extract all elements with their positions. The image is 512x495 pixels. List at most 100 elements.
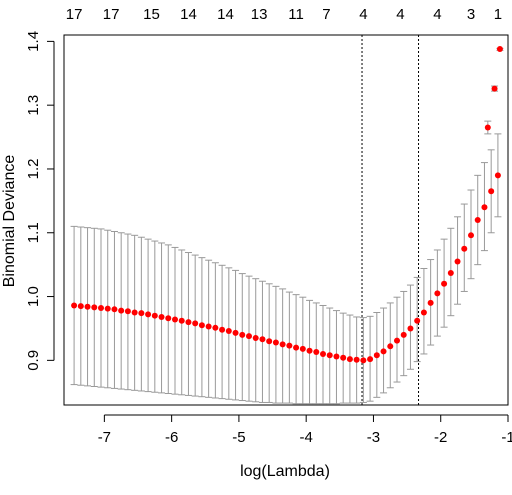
data-point xyxy=(279,341,286,348)
x-tick-label: -6 xyxy=(165,429,178,446)
x-tick-label: -4 xyxy=(300,429,313,446)
data-point xyxy=(333,353,340,360)
top-axis-label: 14 xyxy=(180,6,197,23)
top-axis-label: 11 xyxy=(288,6,304,23)
top-axis-label: 4 xyxy=(433,6,441,23)
data-point xyxy=(178,317,185,324)
data-point xyxy=(172,316,178,323)
data-point xyxy=(91,304,98,311)
top-axis-label: 14 xyxy=(217,6,234,23)
y-tick-label: 1.0 xyxy=(25,286,42,307)
data-point xyxy=(353,356,360,363)
x-tick-label: -7 xyxy=(98,429,111,446)
top-axis-label: 13 xyxy=(251,6,268,23)
data-point xyxy=(320,350,326,357)
data-point xyxy=(145,311,152,318)
data-point xyxy=(306,347,313,354)
data-point xyxy=(427,299,434,306)
data-points xyxy=(71,46,503,364)
top-axis-label: 17 xyxy=(103,6,120,23)
y-tick-label: 1.4 xyxy=(25,31,42,52)
top-axis-label: 15 xyxy=(143,6,160,23)
data-point xyxy=(326,352,333,359)
data-point xyxy=(474,217,481,223)
data-point xyxy=(484,124,491,131)
data-point xyxy=(272,339,279,346)
data-point xyxy=(239,331,246,338)
data-point xyxy=(468,232,474,239)
top-axis-label: 7 xyxy=(322,6,330,23)
data-point xyxy=(124,308,131,315)
top-axis-label: 3 xyxy=(467,6,475,23)
data-point xyxy=(205,323,212,330)
data-point xyxy=(293,344,300,351)
data-point xyxy=(232,329,239,336)
data-point xyxy=(84,303,91,310)
top-axis-label: 4 xyxy=(396,6,404,23)
y-tick-label: 1.1 xyxy=(25,222,42,243)
y-axis-label: Binomial Deviance xyxy=(1,155,18,288)
x-tick-label: -3 xyxy=(367,429,380,446)
data-point xyxy=(414,317,421,324)
error-bars xyxy=(70,47,504,405)
y-axis: 0.9 1.0 1.1 1.2 1.3 1.4 xyxy=(25,31,55,371)
data-point xyxy=(185,319,192,326)
data-point xyxy=(481,204,488,211)
data-point xyxy=(219,326,226,333)
y-tick-label: 0.9 xyxy=(25,350,42,371)
data-point xyxy=(367,356,374,363)
top-axis-label: 1 xyxy=(494,6,502,23)
data-point xyxy=(104,305,111,312)
y-tick-label: 1.2 xyxy=(25,159,42,180)
data-point xyxy=(266,338,273,345)
data-point xyxy=(420,309,427,316)
data-point xyxy=(71,302,78,309)
data-point xyxy=(259,336,266,343)
data-point xyxy=(461,245,468,252)
top-axis-label: 17 xyxy=(66,6,83,23)
data-point xyxy=(138,310,145,317)
data-point xyxy=(286,342,293,349)
x-tick-label: -5 xyxy=(232,429,245,446)
data-point xyxy=(111,306,118,313)
data-point xyxy=(387,343,394,350)
data-point xyxy=(313,349,320,356)
x-tick-label: -1 xyxy=(501,429,512,446)
data-point xyxy=(488,188,495,195)
data-point xyxy=(198,322,205,329)
data-point xyxy=(192,320,199,327)
top-axis-labels: 17 17 15 14 14 13 11 7 4 4 4 3 1 xyxy=(66,6,502,23)
data-point xyxy=(454,258,461,265)
plot-frame xyxy=(63,34,509,406)
top-axis-label: 4 xyxy=(359,6,367,23)
data-point xyxy=(400,331,407,338)
data-point xyxy=(131,309,138,316)
data-point xyxy=(225,328,232,334)
data-point xyxy=(151,312,158,319)
x-tick-label: -2 xyxy=(434,429,447,446)
data-point xyxy=(491,85,498,92)
data-point xyxy=(158,313,165,320)
data-point xyxy=(299,345,306,352)
data-point xyxy=(246,333,252,340)
data-point xyxy=(340,354,347,361)
data-point xyxy=(407,325,414,332)
y-tick-label: 1.3 xyxy=(25,95,42,116)
data-point xyxy=(373,352,380,359)
data-point xyxy=(77,303,84,310)
data-point xyxy=(441,280,448,287)
data-point xyxy=(360,357,367,364)
data-point xyxy=(252,335,259,342)
data-point xyxy=(212,324,219,331)
data-point xyxy=(346,356,353,363)
x-axis-label: log(Lambda) xyxy=(240,463,330,480)
data-point xyxy=(380,348,387,355)
data-point xyxy=(434,290,441,297)
data-point xyxy=(118,307,125,314)
x-axis: -7 -6 -5 -4 -3 -2 -1 xyxy=(98,414,512,446)
data-point xyxy=(165,315,172,322)
data-point xyxy=(394,337,400,344)
data-point xyxy=(447,269,454,276)
data-point xyxy=(494,172,501,179)
